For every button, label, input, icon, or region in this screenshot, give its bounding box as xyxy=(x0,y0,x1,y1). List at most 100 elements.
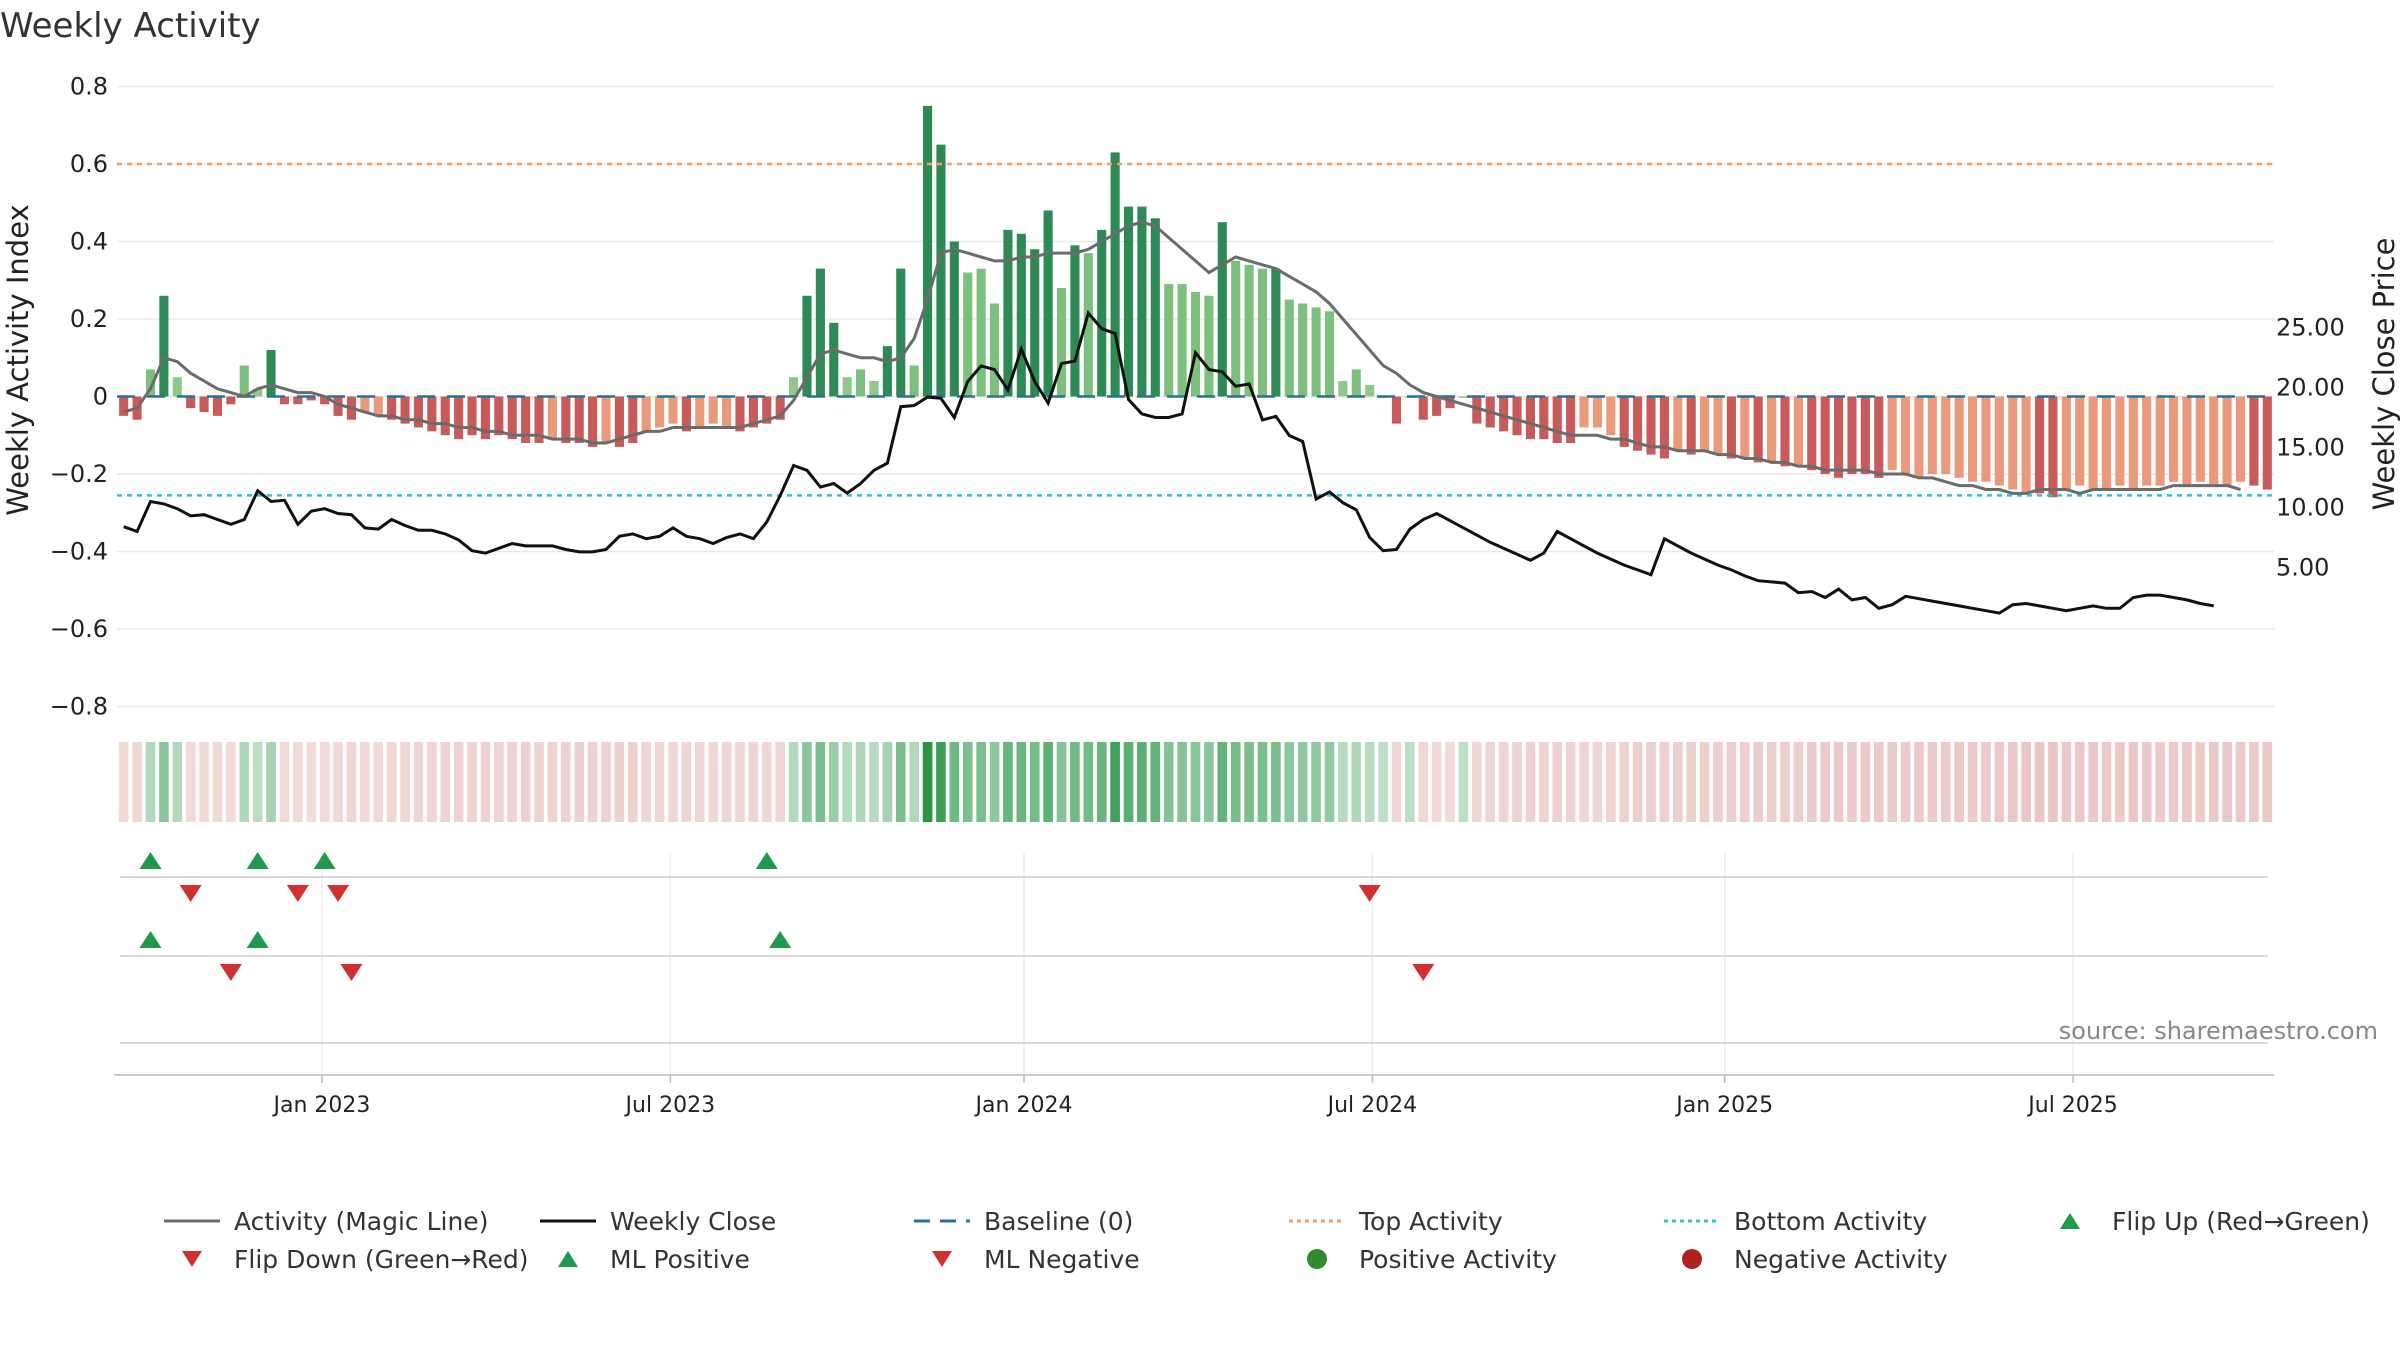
legend-swatch-flipdown xyxy=(160,1243,224,1275)
legend-label: Activity (Magic Line) xyxy=(234,1206,489,1236)
flip-up-marker xyxy=(246,852,269,869)
heat-cell xyxy=(547,742,558,822)
activity-bar xyxy=(588,396,598,447)
activity-bar xyxy=(762,396,772,424)
activity-bar xyxy=(253,388,263,397)
activity-bar xyxy=(1458,396,1469,398)
activity-bar xyxy=(1338,381,1348,397)
activity-bar xyxy=(976,268,986,397)
heat-cell xyxy=(1619,742,1630,822)
activity-bar xyxy=(1257,268,1268,397)
activity-bar xyxy=(1391,396,1402,424)
activity-bar xyxy=(1753,396,1763,463)
heat-cell xyxy=(1512,742,1522,822)
heat-cell xyxy=(1793,742,1804,822)
heat-cell xyxy=(1914,742,1924,822)
flip-down-marker xyxy=(1358,885,1381,902)
legend-item-posact: Positive Activity xyxy=(1285,1243,1557,1275)
activity-bar xyxy=(1726,396,1736,459)
activity-bar xyxy=(1365,384,1375,397)
activity-bar xyxy=(1432,396,1442,416)
y-tick-label: −0.4 xyxy=(50,538,108,566)
activity-bar xyxy=(708,396,718,424)
heat-cell xyxy=(1981,742,1991,822)
activity-bar xyxy=(802,295,812,397)
legend-item-top: Top Activity xyxy=(1285,1205,1503,1237)
activity-bar xyxy=(1539,396,1549,440)
activity-bar xyxy=(574,396,584,443)
activity-bar xyxy=(2115,396,2125,486)
activity-bar xyxy=(1217,222,1227,397)
heat-cell xyxy=(373,742,384,822)
legend-item-flipdown: Flip Down (Green→Red) xyxy=(160,1243,529,1275)
activity-bar xyxy=(186,396,196,409)
heat-cell xyxy=(721,742,732,822)
y2-tick-label: 15.00 xyxy=(2276,434,2345,462)
heat-cell xyxy=(520,742,531,822)
activity-bar xyxy=(2235,396,2246,482)
activity-bar xyxy=(842,377,852,397)
ml-negative-marker xyxy=(1412,964,1435,981)
activity-bar xyxy=(1968,396,1978,482)
heat-cell xyxy=(226,742,236,822)
grid xyxy=(117,85,2274,1075)
heat-cell xyxy=(360,742,370,822)
heat-cell xyxy=(1324,742,1335,822)
activity-bar xyxy=(1445,396,1455,409)
activity-bar xyxy=(695,396,705,428)
activity-bar xyxy=(480,396,490,440)
heat-cell xyxy=(1780,742,1790,822)
heat-cell xyxy=(1552,742,1563,822)
legend-swatch-magic xyxy=(160,1205,224,1237)
activity-bar xyxy=(1874,396,1884,478)
activity-bar xyxy=(239,365,249,397)
legend-item-bottom: Bottom Activity xyxy=(1660,1205,1927,1237)
weekly-close-line xyxy=(123,309,2214,615)
activity-bar xyxy=(1633,396,1643,451)
heat-cell xyxy=(641,742,652,822)
heat-cell xyxy=(279,742,290,822)
legend-item-flipup: Flip Up (Red→Green) xyxy=(2038,1205,2370,1237)
activity-bar xyxy=(172,377,182,397)
activity-bar xyxy=(2128,396,2138,490)
activity-bar xyxy=(1606,396,1616,436)
activity-bar xyxy=(199,396,209,412)
y2-tick-label: 10.00 xyxy=(2276,494,2345,522)
activity-bar xyxy=(1311,307,1321,397)
heat-cell xyxy=(802,742,812,822)
heat-cell xyxy=(949,742,960,822)
source-label: source: sharemaestro.com xyxy=(2059,1017,2378,1045)
x-tick-label: Jul 2025 xyxy=(2026,1093,2118,1118)
activity-bar xyxy=(2262,396,2272,490)
activity-bar xyxy=(748,396,758,428)
activity-bar xyxy=(989,303,1000,397)
heat-cell xyxy=(855,742,866,822)
heat-cell xyxy=(748,742,759,822)
heat-cell xyxy=(2235,742,2246,822)
heat-cell xyxy=(1257,742,1268,822)
activity-bar xyxy=(1083,253,1093,397)
heat-cell xyxy=(2195,742,2206,822)
legend-label: ML Positive xyxy=(610,1244,750,1274)
activity-bar xyxy=(1244,264,1254,397)
heat-cell xyxy=(560,742,571,822)
activity-bar xyxy=(1619,396,1629,447)
heat-cell xyxy=(761,742,772,822)
activity-bar xyxy=(1231,260,1241,397)
activity-bar xyxy=(333,396,343,416)
heat-cell xyxy=(1940,742,1951,822)
heat-cell xyxy=(895,742,906,822)
activity-bar xyxy=(534,396,544,443)
heat-cell xyxy=(494,742,504,822)
activity-bar xyxy=(1659,396,1669,459)
x-tick-label: Jul 2023 xyxy=(624,1093,716,1118)
heat-cell xyxy=(2249,742,2259,822)
heat-cell xyxy=(2021,742,2031,822)
heat-cell xyxy=(842,742,852,822)
heat-cell xyxy=(1927,742,1938,822)
y-tick-label: 0.6 xyxy=(70,150,108,178)
activity-bar xyxy=(2021,396,2031,494)
heat-cell xyxy=(1498,742,1509,822)
heat-cell xyxy=(654,742,665,822)
x-tick-label: Jan 2024 xyxy=(974,1093,1073,1118)
